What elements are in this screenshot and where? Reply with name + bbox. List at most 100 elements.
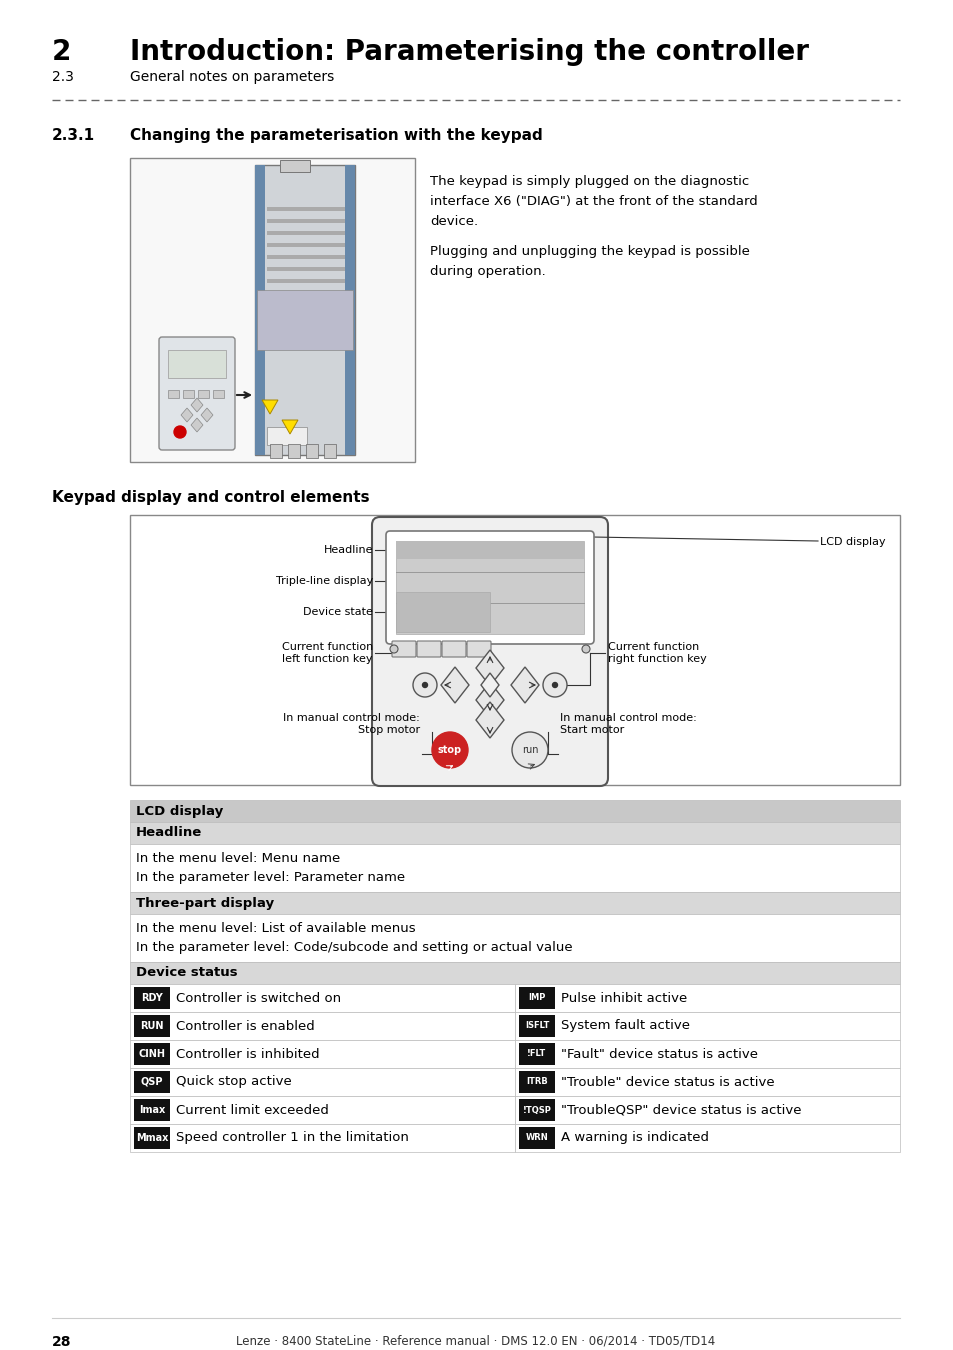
Bar [518, 1044, 555, 1065]
Bar [267, 427, 307, 446]
Text: "Trouble" device status is active: "Trouble" device status is active [560, 1076, 774, 1088]
Bar [518, 1015, 555, 1037]
Text: interface X6 ("DIAG") at the front of the standard: interface X6 ("DIAG") at the front of th… [430, 194, 757, 208]
Text: In manual control mode:
Stop motor: In manual control mode: Stop motor [283, 713, 419, 734]
Polygon shape [262, 400, 277, 414]
Polygon shape [181, 408, 193, 423]
Text: IMP: IMP [528, 994, 545, 1003]
Bar [133, 1127, 170, 1149]
FancyBboxPatch shape [386, 531, 594, 644]
Text: Device state: Device state [303, 608, 373, 617]
Polygon shape [480, 674, 498, 697]
Text: Headline: Headline [323, 545, 373, 555]
Text: 2: 2 [52, 38, 71, 66]
Bar [324, 444, 335, 458]
Bar [254, 165, 265, 455]
Text: Introduction: Parameterising the controller: Introduction: Parameterising the control… [130, 38, 808, 66]
FancyBboxPatch shape [441, 641, 465, 657]
FancyBboxPatch shape [159, 338, 234, 450]
Bar [515, 984, 899, 1012]
Text: "TroubleQSP" device status is active: "TroubleQSP" device status is active [560, 1103, 801, 1116]
Bar [306, 444, 317, 458]
Circle shape [173, 427, 186, 437]
Polygon shape [476, 702, 503, 738]
Text: Current limit exceeded: Current limit exceeded [175, 1103, 329, 1116]
Bar [256, 290, 353, 350]
Text: run: run [521, 745, 537, 755]
Text: Controller is inhibited: Controller is inhibited [175, 1048, 319, 1061]
Bar [133, 1071, 170, 1094]
Bar [254, 165, 355, 455]
Text: In the menu level: Menu name
In the parameter level: Parameter name: In the menu level: Menu name In the para… [136, 852, 405, 883]
Text: Controller is switched on: Controller is switched on [175, 991, 341, 1004]
Bar [395, 593, 490, 632]
Text: Device status: Device status [136, 967, 237, 980]
Text: Plugging and unplugging the keypad is possible: Plugging and unplugging the keypad is po… [430, 244, 749, 258]
Bar [133, 1044, 170, 1065]
Circle shape [432, 732, 468, 768]
Bar [267, 279, 345, 284]
Text: Lenze · 8400 StateLine · Reference manual · DMS 12.0 EN · 06/2014 · TD05/TD14: Lenze · 8400 StateLine · Reference manua… [236, 1335, 715, 1349]
Text: LCD display: LCD display [820, 537, 884, 547]
Bar [267, 231, 345, 235]
Text: Three-part display: Three-part display [136, 896, 274, 910]
Bar [345, 165, 355, 455]
Text: RDY: RDY [141, 994, 163, 1003]
Bar [267, 267, 345, 271]
Bar [130, 1040, 515, 1068]
Bar [130, 914, 899, 963]
Bar [267, 219, 345, 223]
Bar [267, 327, 345, 331]
Bar [130, 514, 899, 784]
Bar [213, 390, 224, 398]
Bar [130, 1012, 515, 1040]
Text: device.: device. [430, 215, 477, 228]
Text: 28: 28 [52, 1335, 71, 1349]
Bar [130, 892, 899, 914]
Bar [515, 1096, 899, 1125]
Text: Current function
right function key: Current function right function key [607, 641, 706, 664]
Circle shape [512, 732, 547, 768]
Polygon shape [511, 667, 538, 703]
Circle shape [390, 645, 397, 653]
Bar [133, 1099, 170, 1120]
Circle shape [413, 674, 436, 697]
Bar [130, 1125, 515, 1152]
Text: In manual control mode:
Start motor: In manual control mode: Start motor [559, 713, 696, 734]
Bar [515, 1125, 899, 1152]
Bar [130, 158, 415, 462]
Polygon shape [476, 682, 503, 718]
Circle shape [552, 683, 557, 687]
Bar [288, 444, 299, 458]
Bar [267, 302, 345, 306]
Text: WRN: WRN [525, 1134, 548, 1142]
Text: CINH: CINH [138, 1049, 165, 1058]
Bar [168, 390, 179, 398]
Text: ITRB: ITRB [525, 1077, 547, 1087]
Polygon shape [191, 398, 203, 412]
Polygon shape [440, 667, 469, 703]
Bar [267, 315, 345, 319]
Text: The keypad is simply plugged on the diagnostic: The keypad is simply plugged on the diag… [430, 176, 748, 188]
Text: ISFLT: ISFLT [524, 1022, 549, 1030]
FancyBboxPatch shape [392, 641, 416, 657]
Text: QSP: QSP [141, 1077, 163, 1087]
Bar [267, 207, 345, 211]
Text: General notes on parameters: General notes on parameters [130, 70, 334, 84]
Bar [267, 292, 345, 296]
Bar [518, 1099, 555, 1120]
Bar [395, 541, 583, 559]
Bar [130, 801, 899, 822]
Bar [267, 243, 345, 247]
FancyBboxPatch shape [372, 517, 607, 786]
Bar [270, 444, 282, 458]
Circle shape [422, 683, 427, 687]
Circle shape [542, 674, 566, 697]
Text: 2.3: 2.3 [52, 70, 73, 84]
Bar [168, 350, 226, 378]
Text: Imax: Imax [139, 1106, 165, 1115]
Bar [183, 390, 193, 398]
Polygon shape [191, 418, 203, 432]
Bar [518, 987, 555, 1008]
Bar [267, 339, 345, 343]
